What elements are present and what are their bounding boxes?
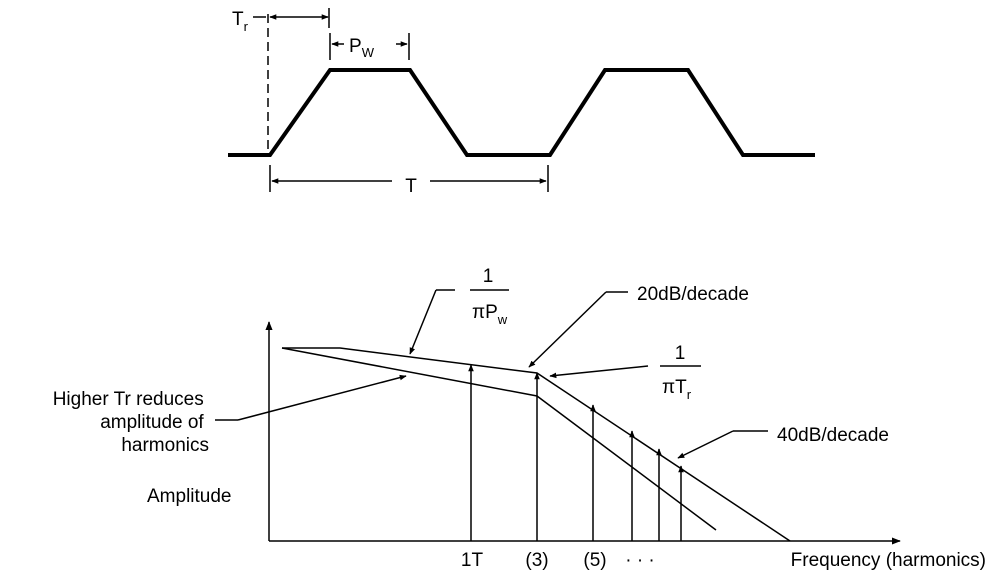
x-axis-label: Frequency (harmonics) [791, 550, 986, 571]
tick-label-ellipsis: · · · [625, 550, 655, 571]
trapezoid-waveform [228, 14, 815, 157]
pw-fraction-denominator: πPw [472, 302, 508, 327]
spectrum-envelopes [281, 347, 791, 542]
tick-label-5: (5) [583, 550, 606, 571]
slope-20-label: 20dB/decade [637, 284, 749, 305]
harmonic-lines [468, 364, 684, 541]
tick-label-1t: 1T [461, 550, 484, 571]
higher-tr-arrow [237, 374, 407, 421]
envelope-upper [282, 347, 791, 542]
slope-20-arrow [528, 291, 607, 368]
rise-time-label: Tr [232, 9, 249, 34]
slope-40-arrow [677, 430, 734, 459]
envelope-lower [281, 347, 717, 531]
amplitude-axis-label: Amplitude [147, 486, 232, 507]
pulse-width-dimension: PW [329, 33, 410, 60]
slope-40-annotation: 40dB/decade [677, 425, 889, 459]
tr-fraction-denominator: πTr [662, 377, 692, 402]
pulse-width-label: PW [349, 36, 375, 60]
waveform-trace [228, 68, 815, 157]
slope-40-label: 40dB/decade [777, 425, 889, 446]
pw-fraction-numerator: 1 [483, 266, 494, 287]
pw-pointer-arrow [409, 289, 437, 355]
spectrum-axes [265, 321, 901, 545]
tr-fraction-numerator: 1 [675, 343, 686, 364]
x-axis-ticks: 1T (3) (5) · · · [461, 550, 655, 571]
higher-tr-text: Higher Tr reduces amplitude of harmonics [53, 389, 209, 456]
tr-pointer-arrow [549, 365, 649, 379]
pw-corner-annotation: 1 πPw [409, 266, 509, 355]
period-dimension: T [269, 165, 549, 197]
higher-tr-annotation: Higher Tr reduces amplitude of harmonics [53, 374, 407, 456]
tick-label-3: (3) [525, 550, 548, 571]
period-label: T [405, 176, 417, 197]
slope-20-annotation: 20dB/decade [528, 284, 749, 368]
rise-time-dimension: Tr [232, 8, 330, 34]
tr-corner-annotation: 1 πTr [549, 343, 701, 402]
